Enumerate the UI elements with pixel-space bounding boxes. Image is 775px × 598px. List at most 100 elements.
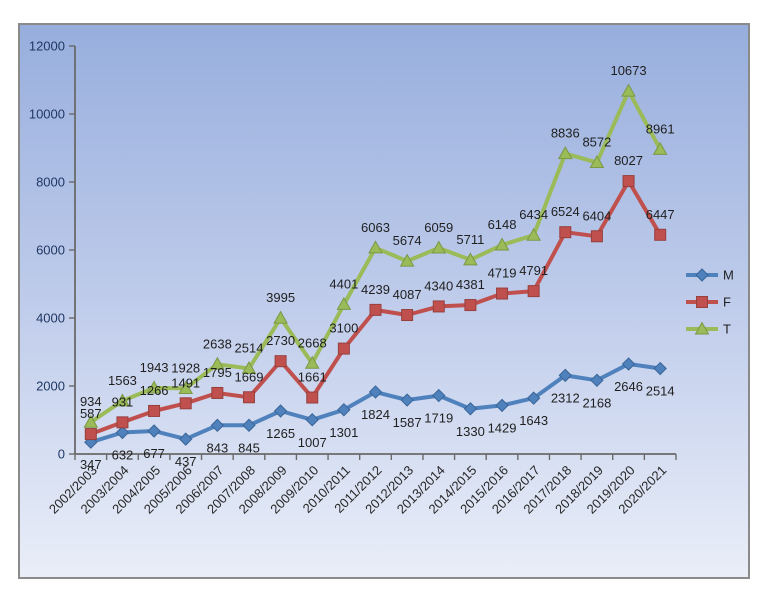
data-label-F-2020/2021: 6447: [646, 207, 675, 222]
data-label-F-2014/2015: 4381: [456, 277, 485, 292]
marker-M-2019/2020: [621, 357, 636, 371]
marker-T-2004/2005: [146, 380, 162, 394]
data-label-T-2004/2005: 1943: [140, 360, 169, 375]
marker-T-2008/2009: [273, 310, 288, 324]
data-label-F-2017/2018: 6524: [551, 204, 580, 219]
marker-T-2015/2016: [494, 237, 510, 251]
data-label-M-2004/2005: 677: [143, 446, 165, 461]
series-T: [83, 83, 668, 428]
marker-T-2003/2004: [115, 393, 130, 407]
data-label-F-2012/2013: 4087: [393, 287, 422, 302]
marker-T-2009/2010: [304, 355, 320, 369]
data-label-F-2016/2017: 4791: [519, 263, 548, 278]
y-tick-label: 4000: [36, 311, 65, 326]
data-label-F-2006/2007: 1795: [203, 365, 232, 380]
data-label-T-2010/2011: 4401: [329, 276, 358, 291]
marker-F-2014/2015: [464, 299, 477, 312]
y-tick-label: 6000: [36, 243, 65, 258]
series-F: [84, 175, 667, 441]
y-tick-label: 12000: [29, 39, 65, 54]
marker-F-2017/2018: [559, 226, 572, 239]
data-label-T-2011/2012: 6063: [361, 220, 390, 235]
data-label-F-2008/2009: 2730: [266, 333, 295, 348]
data-label-T-2009/2010: 2668: [298, 335, 327, 350]
marker-F-2015/2016: [496, 287, 509, 300]
data-label-F-2019/2020: 8027: [614, 153, 643, 168]
legend-label-M: M: [723, 268, 734, 283]
marker-F-2012/2013: [401, 309, 414, 322]
data-label-F-2003/2004: 931: [112, 394, 134, 409]
marker-M-2020/2021: [653, 361, 667, 376]
marker-F-2013/2014: [432, 300, 445, 313]
data-label-T-2018/2019: 8572: [582, 135, 611, 150]
marker-M-2003/2004: [115, 425, 130, 440]
chart-area[interactable]: 0 2000 4000 6000 8000 10000 12000 2002/2003 2003…: [18, 23, 750, 579]
marker-F-2018/2019: [590, 230, 603, 243]
marker-T-2006/2007: [209, 356, 225, 370]
data-label-M-2010/2011: 1301: [329, 425, 358, 440]
marker-F-2010/2011: [337, 342, 350, 355]
legend-item-F[interactable]: F: [686, 295, 731, 310]
data-label-T-2016/2017: 6434: [519, 207, 548, 222]
data-label-T-2014/2015: 5711: [456, 232, 484, 247]
chart-svg: 0200040006000800010000120002002/20032003…: [29, 39, 734, 517]
data-label-T-2005/2006: 1928: [171, 360, 200, 375]
data-label-T-2020/2021: 8961: [646, 121, 675, 136]
data-label-M-2007/2008: 845: [238, 440, 260, 455]
marker-M-2015/2016: [495, 398, 509, 413]
legend-item-M[interactable]: M: [686, 268, 734, 283]
marker-T-2018/2019: [589, 155, 605, 169]
marker-F-2011/2012: [369, 303, 382, 316]
data-label-M-2018/2019: 2168: [582, 395, 611, 410]
data-label-T-2017/2018: 8836: [551, 126, 580, 141]
marker-T-2013/2014: [431, 240, 447, 254]
legend-label-T: T: [723, 322, 731, 337]
data-label-T-2015/2016: 6148: [488, 217, 517, 232]
marker-M-2016/2017: [526, 391, 541, 405]
data-label-T-2013/2014: 6059: [424, 220, 453, 235]
data-label-T-2003/2004: 1563: [108, 373, 137, 388]
data-label-M-2015/2016: 1429: [488, 420, 517, 435]
data-label-F-2018/2019: 6404: [582, 208, 611, 223]
marker-F-2003/2004: [116, 416, 129, 429]
marker-M-2004/2005: [147, 424, 161, 438]
data-label-M-2002/2003: 347: [80, 457, 102, 472]
marker-F-2009/2010: [306, 391, 319, 404]
data-label-T-2008/2009: 3995: [266, 290, 295, 305]
data-label-F-2002/2003: 587: [80, 406, 102, 421]
marker-F-2020/2021: [654, 228, 667, 241]
marker-F-2008/2009: [274, 355, 287, 368]
data-label-T-2007/2008: 2514: [235, 341, 264, 356]
legend: MFT: [686, 268, 734, 337]
legend-square-icon: [696, 296, 708, 308]
legend-item-T[interactable]: T: [686, 321, 731, 337]
marker-T-2016/2017: [526, 227, 542, 241]
marker-M-2009/2010: [305, 413, 319, 427]
marker-M-2013/2014: [432, 388, 446, 403]
data-label-F-2009/2010: 1661: [298, 370, 327, 385]
marker-T-2011/2012: [368, 240, 383, 254]
marker-F-2016/2017: [527, 285, 540, 298]
marker-T-2014/2015: [463, 252, 478, 266]
marker-M-2012/2013: [400, 393, 414, 407]
marker-F-2005/2006: [179, 397, 192, 410]
data-label-F-2004/2005: 1266: [140, 383, 169, 398]
marker-T-2002/2003: [83, 414, 99, 428]
marker-T-2017/2018: [557, 146, 573, 160]
marker-T-2005/2006: [178, 380, 194, 394]
data-label-M-2013/2014: 1719: [424, 411, 453, 426]
y-tick-label: 0: [58, 447, 65, 462]
legend-label-F: F: [723, 295, 731, 310]
y-tick-label: 10000: [29, 107, 65, 122]
data-label-F-2011/2012: 4239: [361, 282, 390, 297]
marker-M-2014/2015: [463, 402, 478, 416]
data-label-M-2012/2013: 1587: [393, 415, 422, 430]
y-tick-label: 8000: [36, 175, 65, 190]
data-label-T-2006/2007: 2638: [203, 336, 232, 351]
data-label-M-2016/2017: 1643: [519, 413, 548, 428]
marker-M-2017/2018: [558, 368, 572, 383]
marker-M-2010/2011: [337, 403, 351, 417]
